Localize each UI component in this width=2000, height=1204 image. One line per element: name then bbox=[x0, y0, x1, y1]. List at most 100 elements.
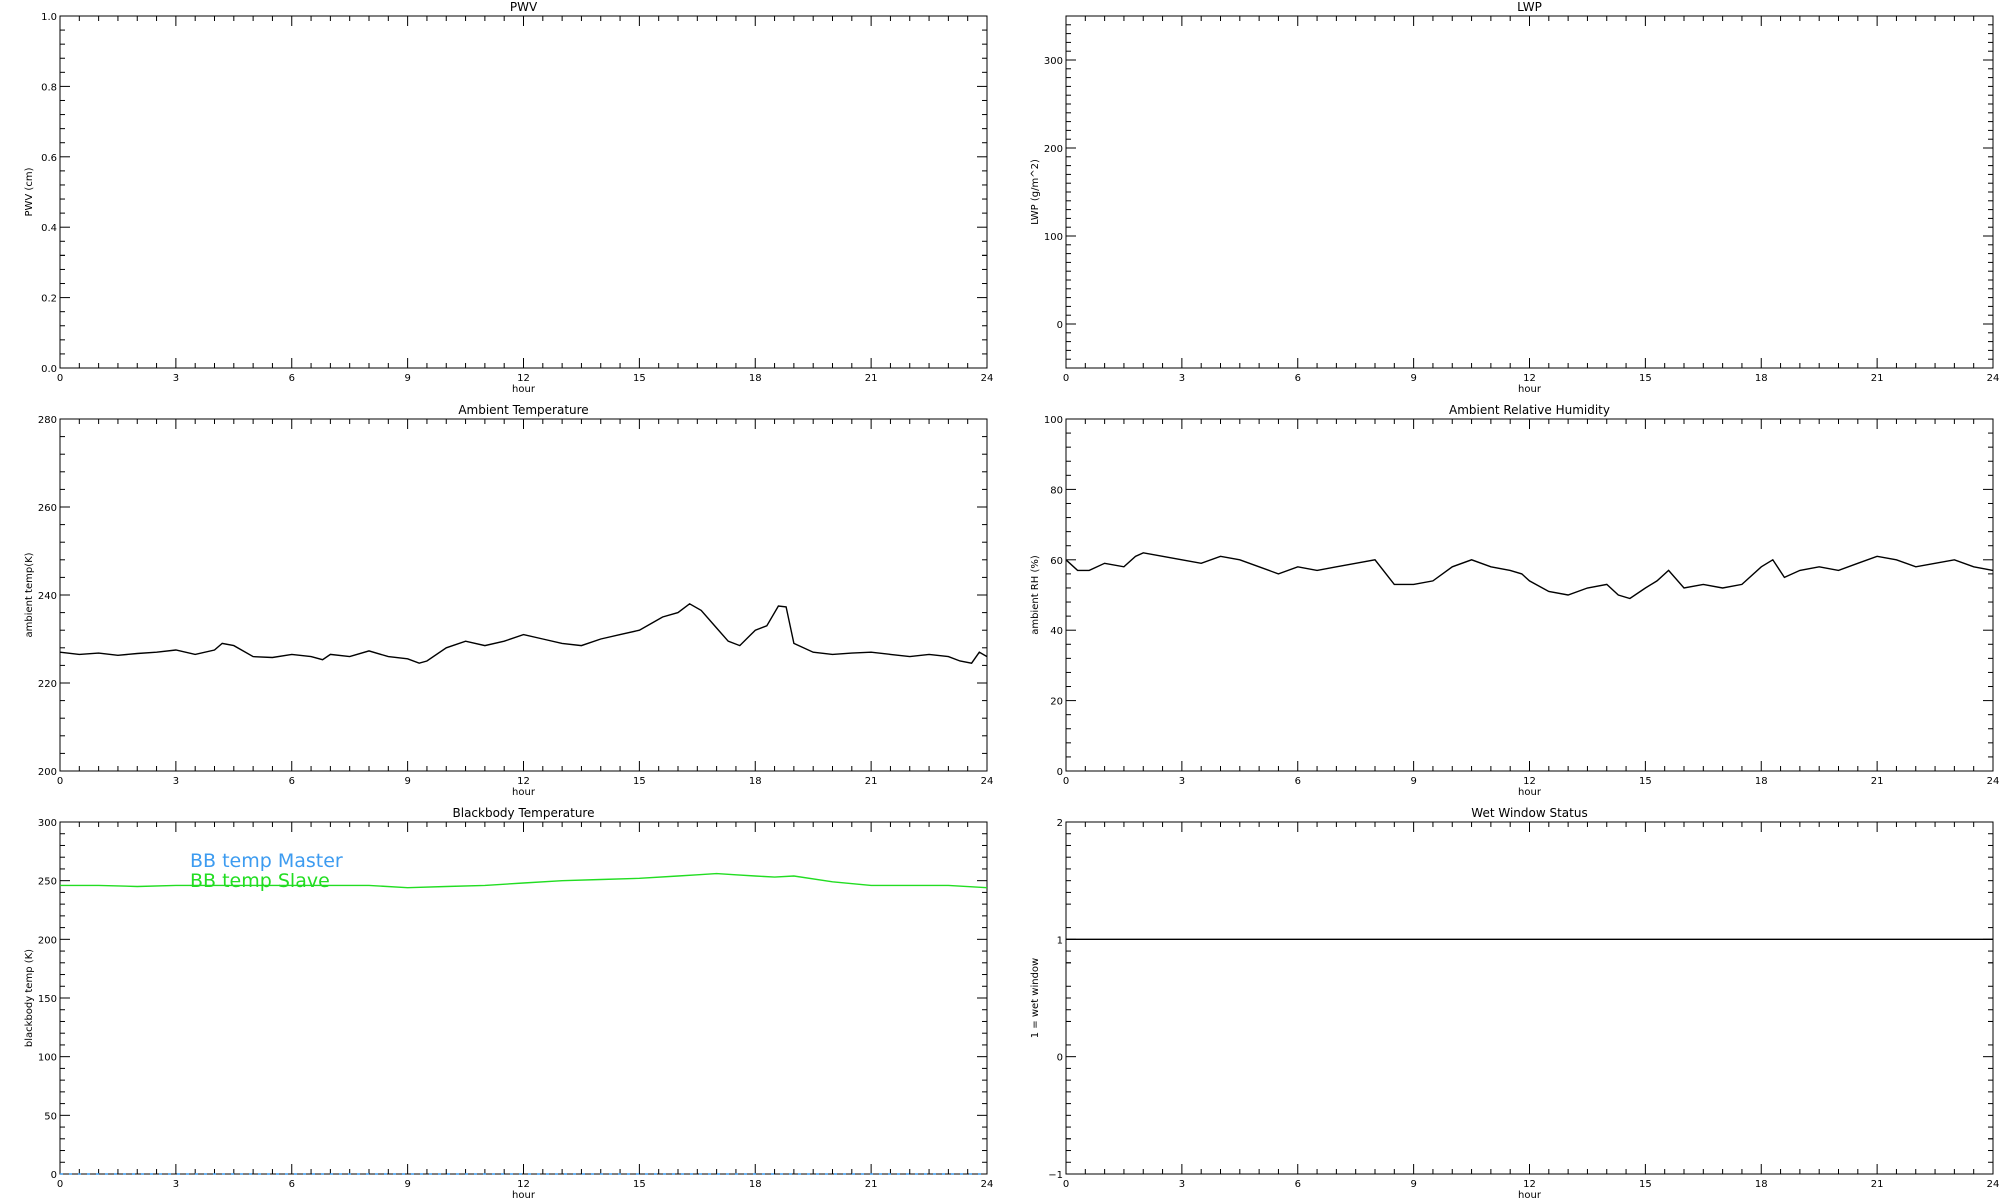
x-tick-label: 3 bbox=[1179, 776, 1185, 787]
x-tick-label: 12 bbox=[517, 1179, 530, 1190]
series-line-1 bbox=[60, 872, 988, 889]
panel-4: Blackbody Temperature 0 3 6 9 12 15 18 21 24 0 50 10… bbox=[24, 806, 994, 1201]
x-axis-label: hour bbox=[1518, 787, 1542, 798]
x-tick-label: 21 bbox=[865, 373, 878, 384]
plot-frame bbox=[1065, 418, 1994, 772]
plot-frame bbox=[1065, 821, 1994, 1175]
x-tick-label: 0 bbox=[57, 373, 63, 384]
x-tick-label: 9 bbox=[404, 1179, 410, 1190]
y-tick-label: 200 bbox=[38, 935, 57, 946]
x-tick-label: 21 bbox=[865, 776, 878, 787]
y-tick-label: 100 bbox=[38, 1053, 57, 1064]
x-axis-label: hour bbox=[1518, 384, 1542, 395]
x-tick-label: 15 bbox=[633, 776, 646, 787]
x-tick-label: 3 bbox=[173, 776, 179, 787]
y-tick-label: 220 bbox=[38, 679, 57, 690]
x-tick-label: 21 bbox=[1871, 776, 1884, 787]
plot-frame bbox=[1065, 15, 1994, 369]
x-tick-label: 9 bbox=[404, 373, 410, 384]
y-axis-label: ambient temp(K) bbox=[24, 552, 35, 637]
y-axis-label: LWP (g/m^2) bbox=[1030, 159, 1041, 225]
x-tick-label: 6 bbox=[1295, 373, 1301, 384]
y-tick-label: 0 bbox=[51, 1170, 57, 1181]
y-tick-label: 0 bbox=[1057, 1053, 1063, 1064]
y-tick-label: 100 bbox=[1044, 232, 1063, 243]
chart-title: Wet Window Status bbox=[1471, 806, 1587, 820]
x-tick-label: 21 bbox=[1871, 1179, 1884, 1190]
plot-frame bbox=[59, 15, 988, 369]
x-tick-label: 12 bbox=[1523, 1179, 1536, 1190]
legend-entry: BB temp Master bbox=[190, 850, 343, 872]
x-tick-label: 18 bbox=[749, 776, 762, 787]
y-tick-label: −1 bbox=[1048, 1170, 1063, 1181]
x-tick-label: 24 bbox=[981, 373, 994, 384]
y-axis-label: PWV (cm) bbox=[24, 167, 35, 216]
y-tick-label: 100 bbox=[1044, 415, 1063, 426]
y-tick-label: 1 bbox=[1057, 935, 1063, 946]
x-tick-label: 15 bbox=[633, 373, 646, 384]
x-tick-label: 9 bbox=[1410, 373, 1416, 384]
x-tick-label: 0 bbox=[1063, 1179, 1069, 1190]
x-tick-label: 15 bbox=[1639, 1179, 1652, 1190]
chart-title: Blackbody Temperature bbox=[453, 806, 595, 820]
x-tick-label: 18 bbox=[1755, 373, 1768, 384]
y-tick-label: 0.8 bbox=[41, 82, 57, 93]
x-tick-label: 9 bbox=[1410, 776, 1416, 787]
y-tick-label: 260 bbox=[38, 503, 57, 514]
x-axis-label: hour bbox=[512, 1190, 536, 1200]
y-tick-label: 200 bbox=[38, 767, 57, 778]
y-tick-label: 200 bbox=[1044, 144, 1063, 155]
x-tick-label: 12 bbox=[517, 373, 530, 384]
y-tick-label: 0.0 bbox=[41, 364, 57, 375]
panel-3: Ambient Relative Humidity 0 3 6 9 12 15 18 21 24 0… bbox=[1030, 403, 1999, 798]
x-tick-label: 12 bbox=[1523, 373, 1536, 384]
x-tick-label: 24 bbox=[981, 776, 994, 787]
x-tick-label: 15 bbox=[1639, 776, 1652, 787]
x-tick-label: 18 bbox=[749, 373, 762, 384]
chart-title: PWV bbox=[510, 0, 538, 14]
x-tick-label: 24 bbox=[1987, 373, 2000, 384]
y-tick-label: 20 bbox=[1050, 697, 1063, 708]
x-tick-label: 18 bbox=[1755, 776, 1768, 787]
legend-entry: BB temp Slave bbox=[190, 870, 330, 892]
y-tick-label: 1.0 bbox=[41, 12, 57, 23]
series-line-0 bbox=[59, 602, 988, 664]
x-tick-label: 0 bbox=[57, 1179, 63, 1190]
x-axis-label: hour bbox=[512, 384, 536, 395]
x-tick-label: 15 bbox=[1639, 373, 1652, 384]
x-tick-label: 3 bbox=[1179, 373, 1185, 384]
chart-title: Ambient Relative Humidity bbox=[1449, 403, 1610, 417]
x-tick-label: 6 bbox=[289, 1179, 295, 1190]
x-tick-label: 9 bbox=[1410, 1179, 1416, 1190]
x-tick-label: 24 bbox=[1987, 776, 2000, 787]
y-tick-label: 150 bbox=[38, 994, 57, 1005]
x-tick-label: 24 bbox=[1987, 1179, 2000, 1190]
y-tick-label: 60 bbox=[1050, 556, 1063, 567]
y-axis-label: blackbody temp (K) bbox=[24, 949, 35, 1047]
y-tick-label: 280 bbox=[38, 415, 57, 426]
x-tick-label: 3 bbox=[1179, 1179, 1185, 1190]
x-tick-label: 6 bbox=[289, 373, 295, 384]
series-line-0 bbox=[1065, 552, 1994, 600]
x-axis-label: hour bbox=[512, 787, 536, 798]
y-tick-label: 300 bbox=[1044, 56, 1063, 67]
y-tick-label: 0 bbox=[1057, 320, 1063, 331]
x-axis-label: hour bbox=[1518, 1190, 1542, 1200]
chart-title: LWP bbox=[1517, 0, 1542, 14]
chart-title: Ambient Temperature bbox=[458, 403, 588, 417]
y-tick-label: 240 bbox=[38, 591, 57, 602]
x-tick-label: 6 bbox=[289, 776, 295, 787]
x-tick-label: 3 bbox=[173, 373, 179, 384]
y-tick-label: 0.4 bbox=[41, 223, 57, 234]
y-axis-label: 1 = wet window bbox=[1030, 958, 1041, 1038]
x-tick-label: 18 bbox=[1755, 1179, 1768, 1190]
x-tick-label: 12 bbox=[517, 776, 530, 787]
x-tick-label: 15 bbox=[633, 1179, 646, 1190]
y-tick-label: 2 bbox=[1057, 818, 1063, 829]
x-tick-label: 24 bbox=[981, 1179, 994, 1190]
y-tick-label: 0 bbox=[1057, 767, 1063, 778]
panel-2: Ambient Temperature 0 3 6 9 12 15 18 21 24 200 220 2… bbox=[24, 403, 993, 798]
x-tick-label: 21 bbox=[1871, 373, 1884, 384]
